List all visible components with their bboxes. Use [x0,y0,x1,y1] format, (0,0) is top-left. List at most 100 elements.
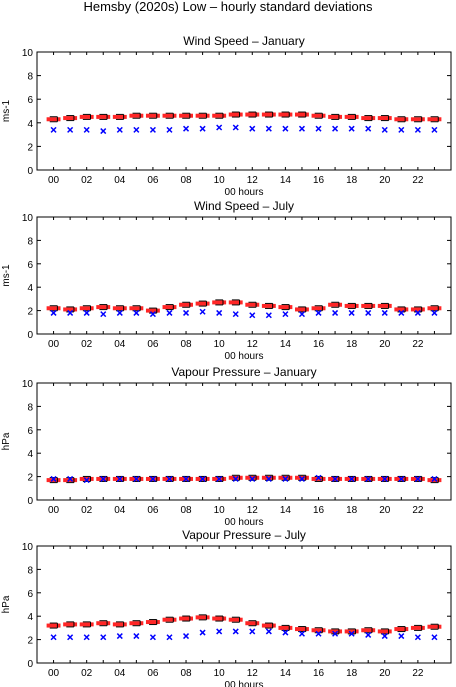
observed-cross [398,126,405,133]
x-tick-label: 08 [180,668,192,679]
observed-cross [298,630,305,637]
observed-cross-stroke [282,475,289,482]
observed-cross [183,125,190,132]
observed-cross-stroke [116,309,123,316]
y-tick-label: 2 [27,473,33,484]
model-bar [145,620,160,625]
observed-cross [149,126,156,133]
observed-cross [398,475,405,482]
observed-cross [265,312,272,319]
y-axis-label: ms-1 [1,264,12,287]
y-tick-label: 8 [27,565,33,576]
observed-cross [332,309,339,316]
observed-cross-stroke [166,634,173,641]
observed-cross [414,475,421,482]
model-bar [295,627,309,632]
model-bar [344,114,359,119]
model-bar [410,625,425,630]
y-tick-label: 0 [27,659,33,670]
y-tick-label: 4 [27,283,33,294]
x-tick-label: 10 [214,175,226,186]
observed-cross [50,475,57,482]
x-tick-label: 22 [412,505,424,516]
y-tick-label: 6 [27,95,33,106]
x-axis-label: 00 hours [225,680,264,687]
observed-cross-stroke [149,634,156,641]
observed-cross-stroke [282,125,289,132]
observed-cross-stroke [398,126,405,133]
x-tick-label: 00 [48,339,60,350]
model-bar [278,625,293,630]
observed-cross-stroke [149,475,156,482]
observed-cross [232,124,239,131]
observed-cross-stroke [199,125,206,132]
model-bar [162,305,177,310]
observed-cross-stroke [216,124,223,131]
observed-cross-stroke [249,125,256,132]
observed-cross [332,630,339,637]
observed-cross-stroke [100,128,107,135]
observed-cross-stroke [414,634,421,641]
x-tick-label: 14 [280,668,292,679]
observed-cross [315,630,322,637]
observed-cross [282,629,289,636]
observed-cross-stroke [50,634,57,641]
observed-cross-stroke [348,309,355,316]
observed-cross-stroke [332,630,339,637]
observed-cross-stroke [398,309,405,316]
observed-cross [398,309,405,316]
observed-cross [149,475,156,482]
model-bar [46,306,61,311]
model-bar [179,616,193,621]
model-bar [394,307,409,312]
model-bar [261,112,276,117]
observed-cross [100,634,107,641]
observed-cross [265,628,272,635]
model-bar [212,300,227,305]
model-bar [46,478,61,483]
panel-title: Wind Speed – July [194,199,294,213]
y-tick-label: 8 [27,72,33,83]
observed-cross-stroke [133,475,140,482]
model-bar [427,624,442,629]
observed-cross [265,125,272,132]
x-tick-label: 00 [48,668,60,679]
model-bar [311,113,326,118]
model-bar [63,116,78,121]
observed-cross [199,475,206,482]
observed-cross-stroke [232,124,239,131]
x-tick-label: 20 [379,668,391,679]
observed-cross-stroke [100,475,107,482]
model-bar [311,476,326,481]
observed-cross [50,309,57,316]
observed-cross-stroke [100,634,107,641]
model-bar [195,301,210,306]
y-tick-label: 8 [27,402,33,413]
y-tick-label: 10 [22,542,34,553]
observed-cross-stroke [116,633,123,640]
observed-cross-stroke [381,309,388,316]
model-bar [427,478,442,483]
x-tick-label: 18 [346,505,358,516]
observed-cross-stroke [199,308,206,315]
y-tick-label: 2 [27,636,33,647]
observed-cross-stroke [116,475,123,482]
observed-cross [332,125,339,132]
observed-cross [348,475,355,482]
x-tick-label: 18 [346,668,358,679]
observed-cross-stroke [315,474,322,481]
x-tick-label: 08 [180,339,192,350]
model-bar [361,116,376,121]
figure-title: Hemsby (2020s) Low – hourly standard dev… [83,0,373,14]
observed-cross-stroke [414,309,421,316]
model-bar [162,113,177,118]
observed-cross [431,475,438,482]
model-bar [129,306,144,311]
x-tick-label: 22 [412,175,424,186]
y-tick-label: 6 [27,260,33,271]
model-bar [328,114,343,119]
y-axis-label: hPa [1,595,12,613]
y-tick-label: 4 [27,612,33,623]
